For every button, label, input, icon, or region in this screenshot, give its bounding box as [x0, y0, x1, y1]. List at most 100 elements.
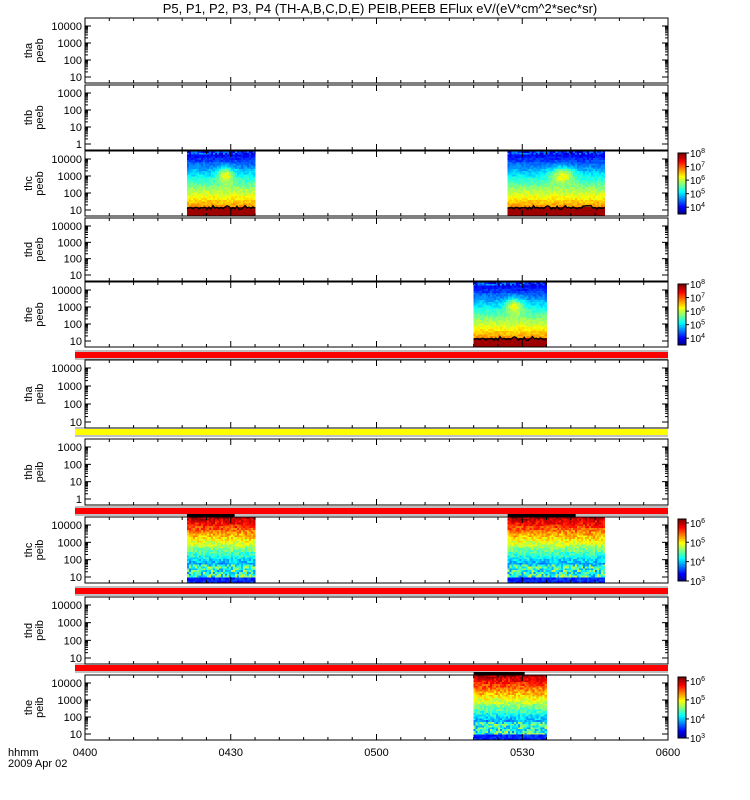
- spectrogram-cell: [549, 183, 552, 186]
- spectrogram-cell: [483, 282, 487, 285]
- spectrogram-cell: [540, 298, 543, 301]
- spectrogram-cell: [504, 296, 507, 299]
- spectrogram-cell: [600, 158, 604, 161]
- spectrogram-cell: [520, 285, 523, 288]
- spectrogram-cell: [544, 301, 547, 305]
- spectrogram-cell: [565, 172, 568, 175]
- colorbar-cell: [678, 181, 686, 184]
- spectrogram-cell: [251, 183, 254, 186]
- spectrogram-cell: [219, 212, 222, 215]
- spectrogram-cell: [231, 181, 234, 184]
- spectrogram-cell: [553, 194, 556, 197]
- spectrogram-cell: [187, 158, 190, 161]
- spectrogram-cell: [527, 170, 530, 174]
- spectrogram-cell: [585, 165, 588, 168]
- spectrogram-cell: [581, 192, 584, 195]
- spectrogram-cell: [569, 201, 572, 204]
- y-tick-label: 100: [64, 105, 82, 117]
- spectrogram-cell: [583, 170, 586, 174]
- spectrogram-cell: [495, 328, 499, 332]
- colorbar-cell: [678, 320, 686, 323]
- spectrogram-cell: [581, 206, 584, 210]
- spectrogram-cell: [191, 172, 194, 175]
- spectrogram-cell: [551, 163, 554, 166]
- spectrogram-cell: [511, 178, 515, 181]
- spectrogram-cell: [197, 179, 200, 183]
- spectrogram-cell: [534, 283, 537, 287]
- spectrogram-cell: [225, 172, 228, 175]
- spectrogram-cell: [573, 214, 576, 217]
- spectrogram-cell: [563, 151, 566, 154]
- spectrogram-cell: [511, 192, 515, 195]
- spectrogram-cell: [528, 285, 531, 288]
- spectrogram-cell: [581, 210, 584, 213]
- spectrogram-cell: [518, 336, 521, 339]
- spectrogram-cell: [241, 210, 244, 213]
- spectrogram-cell: [586, 161, 590, 165]
- spectrogram-cell: [245, 160, 248, 163]
- spectrogram-cell: [229, 165, 232, 168]
- spectrogram-cell: [539, 190, 542, 193]
- spectrogram-cell: [217, 156, 220, 159]
- spectrogram-cell: [243, 163, 246, 166]
- spectrogram-cell: [512, 287, 515, 290]
- spectrogram-cell: [189, 179, 192, 183]
- spectrogram-cell: [542, 292, 545, 296]
- spectrogram-cell: [209, 208, 212, 211]
- spectrogram-cell: [538, 312, 541, 315]
- spectrogram-cell: [559, 199, 562, 202]
- spectrogram-cell: [493, 310, 497, 314]
- spectrogram-cell: [499, 330, 503, 333]
- spectrogram-cell: [509, 172, 513, 175]
- spectrogram-cell: [199, 203, 202, 206]
- spectrogram-cell: [538, 305, 541, 308]
- spectrogram-cell: [585, 154, 588, 157]
- spectrogram-cell: [521, 165, 524, 168]
- spectrogram-cell: [229, 172, 232, 175]
- spectrogram-cell: [201, 178, 204, 181]
- spectrogram-cell: [525, 214, 528, 217]
- colorbar-cell: [678, 334, 686, 337]
- spectrogram-cell: [529, 194, 532, 197]
- spectrogram-cell: [239, 181, 242, 184]
- spectrogram-cell: [581, 170, 584, 174]
- spectrogram-cell: [251, 163, 254, 166]
- spectrogram-cell: [523, 170, 526, 174]
- spectrogram-cell: [189, 194, 192, 197]
- spectrogram-cell: [530, 310, 533, 314]
- spectrogram-cell: [477, 292, 481, 296]
- spectrogram-cell: [507, 201, 511, 204]
- spectrogram-cell: [197, 197, 200, 201]
- spectrogram-cell: [235, 152, 238, 156]
- spectrogram-cell: [571, 190, 574, 193]
- spectrogram-cell: [549, 174, 552, 177]
- spectrogram-cell: [499, 321, 503, 324]
- spectrogram-cell: [573, 170, 576, 174]
- spectrogram-cell: [508, 345, 511, 348]
- spectrogram-cell: [209, 196, 212, 199]
- spectrogram-cell: [565, 196, 568, 199]
- spectrogram-cell: [516, 314, 519, 317]
- spectrogram-cell: [191, 179, 194, 183]
- spectrogram-cell: [483, 310, 487, 314]
- spectrogram-cell: [211, 212, 214, 215]
- spectrogram-cell: [594, 167, 598, 170]
- spectrogram-cell: [201, 199, 204, 202]
- spectrogram-cell: [598, 196, 602, 199]
- spectrogram-cell: [491, 310, 495, 314]
- spectrogram-cell: [233, 167, 236, 170]
- spectrogram-cell: [253, 167, 256, 170]
- spectrogram-cell: [523, 185, 526, 188]
- spectrogram-cell: [219, 156, 222, 159]
- spectrogram-cell: [594, 187, 598, 190]
- spectrogram-cell: [517, 203, 520, 206]
- spectrogram-cell: [524, 309, 527, 312]
- spectrogram-cell: [517, 169, 520, 172]
- spectrogram-cell: [520, 316, 523, 319]
- spectrogram-cell: [590, 194, 594, 197]
- spectrogram-cell: [583, 172, 586, 175]
- spectrogram-cell: [229, 196, 232, 199]
- spectrogram-cell: [485, 330, 489, 333]
- spectrogram-cell: [489, 345, 493, 348]
